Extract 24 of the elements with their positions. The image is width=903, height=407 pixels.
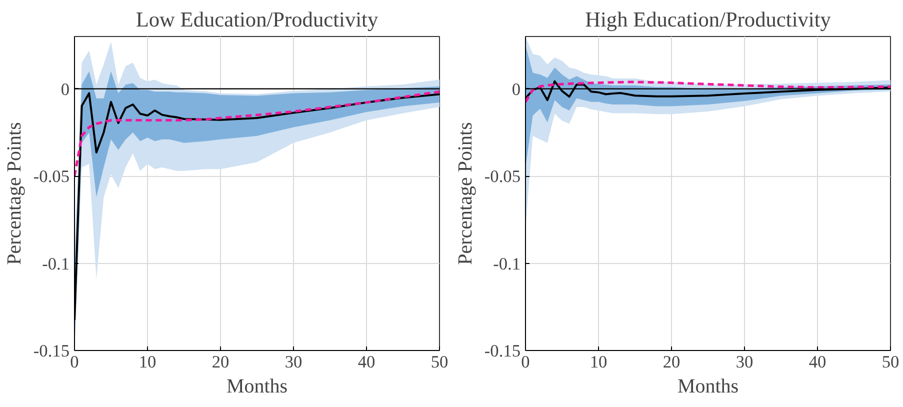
x-tick-label: 20: [212, 352, 230, 372]
x-tick-label: 40: [808, 352, 826, 372]
y-tick-label: -0.05: [484, 167, 521, 186]
x-tick-label: 50: [430, 352, 448, 372]
chart-title: Low Education/Productivity: [136, 8, 378, 32]
x-tick-label: 10: [590, 352, 608, 372]
x-tick-label: 20: [662, 352, 680, 372]
chart-title: High Education/Productivity: [585, 8, 832, 32]
y-axis-title: Percentage Points: [3, 122, 26, 265]
x-tick-label: 30: [736, 352, 754, 372]
y-tick-label: 0: [60, 80, 70, 99]
y-tick-label: -0.15: [33, 342, 70, 360]
y-tick-label: -0.1: [493, 254, 521, 274]
y-axis-title: Percentage Points: [454, 122, 476, 265]
x-tick-label: 40: [358, 352, 376, 372]
x-tick-label: 10: [138, 352, 156, 372]
y-tick-label: -0.1: [42, 254, 70, 274]
x-tick-label: 50: [882, 352, 900, 372]
x-axis-title: Months: [226, 376, 288, 398]
x-tick-label: 30: [284, 352, 302, 372]
y-tick-label: -0.05: [33, 167, 70, 186]
x-axis-title: Months: [677, 376, 739, 398]
y-tick-label: 0: [512, 80, 521, 99]
y-tick-label: -0.15: [484, 342, 521, 360]
